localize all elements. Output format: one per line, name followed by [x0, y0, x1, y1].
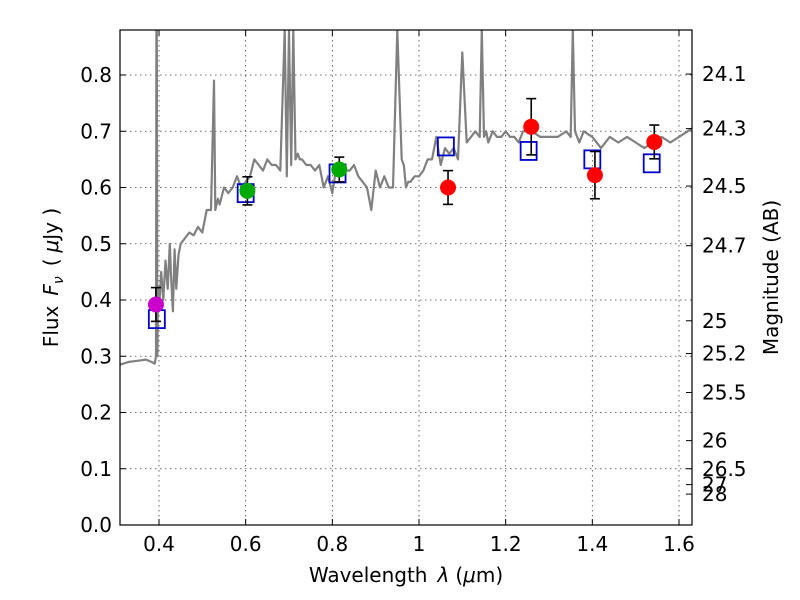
mag-tick-label: 24.5 [702, 174, 747, 198]
x-tick-label: 0.8 [316, 532, 348, 556]
y-tick-label: 0.2 [80, 401, 112, 425]
y-axis-title: FluxFν(μJy ) [39, 208, 67, 347]
secondary-y-axis-title: Magnitude (AB) [759, 200, 783, 355]
mag-tick-label: 24.1 [702, 62, 747, 86]
x-tick-label: 1.2 [490, 532, 522, 556]
photometry-point [440, 179, 457, 196]
x-tick-label: 1.6 [663, 532, 695, 556]
mag-tick-label: 25 [702, 309, 727, 333]
model-photometry-box [519, 141, 538, 161]
axis-ticks: 0.4 0.6 0.8 1 1.2 1.4 1.6 0.0 0.1 0.2 0.3 0.4 0.5 0.6… [80, 30, 747, 556]
photometry-point [147, 296, 164, 313]
photometry-point [586, 167, 603, 184]
model-photometry-box [436, 136, 455, 157]
y-tick-label: 0.3 [80, 344, 112, 368]
mag-tick-label: 27 [702, 473, 727, 497]
mag-tick-label: 24.3 [702, 117, 747, 141]
y-tick-label: 0.5 [80, 232, 112, 256]
mag-tick-label: 28 [702, 482, 727, 506]
x-axis-title: Wavelength λ (μm) [309, 563, 503, 587]
x-tick-label: 1 [413, 532, 426, 556]
photometry-point [331, 161, 348, 178]
y-tick-label: 0.0 [80, 513, 112, 537]
model-spectrum [120, 30, 692, 366]
mag-tick-label: 25.5 [702, 381, 747, 405]
y-tick-label: 0.4 [80, 288, 112, 312]
x-tick-label: 0.6 [230, 532, 262, 556]
y-tick-label: 0.1 [80, 457, 112, 481]
plot-frame [119, 29, 693, 526]
grid-lines [120, 30, 692, 526]
photometry-point [239, 182, 256, 199]
mag-tick-label: 25.2 [702, 342, 747, 366]
y-tick-label: 0.6 [80, 176, 112, 200]
model-photometry-box [642, 153, 661, 174]
mag-tick-label: 26.5 [702, 457, 747, 481]
observed-photometry [147, 97, 663, 323]
y-tick-label: 0.7 [80, 119, 112, 143]
mag-tick-label: 24.7 [702, 234, 747, 258]
mag-tick-label: 26 [702, 429, 727, 453]
photometry-point [523, 118, 540, 135]
y-tick-label: 0.8 [80, 63, 112, 87]
spectrum-line [120, 30, 692, 366]
x-tick-label: 0.4 [143, 532, 175, 556]
x-tick-label: 1.4 [576, 532, 608, 556]
photometry-point [646, 133, 663, 150]
